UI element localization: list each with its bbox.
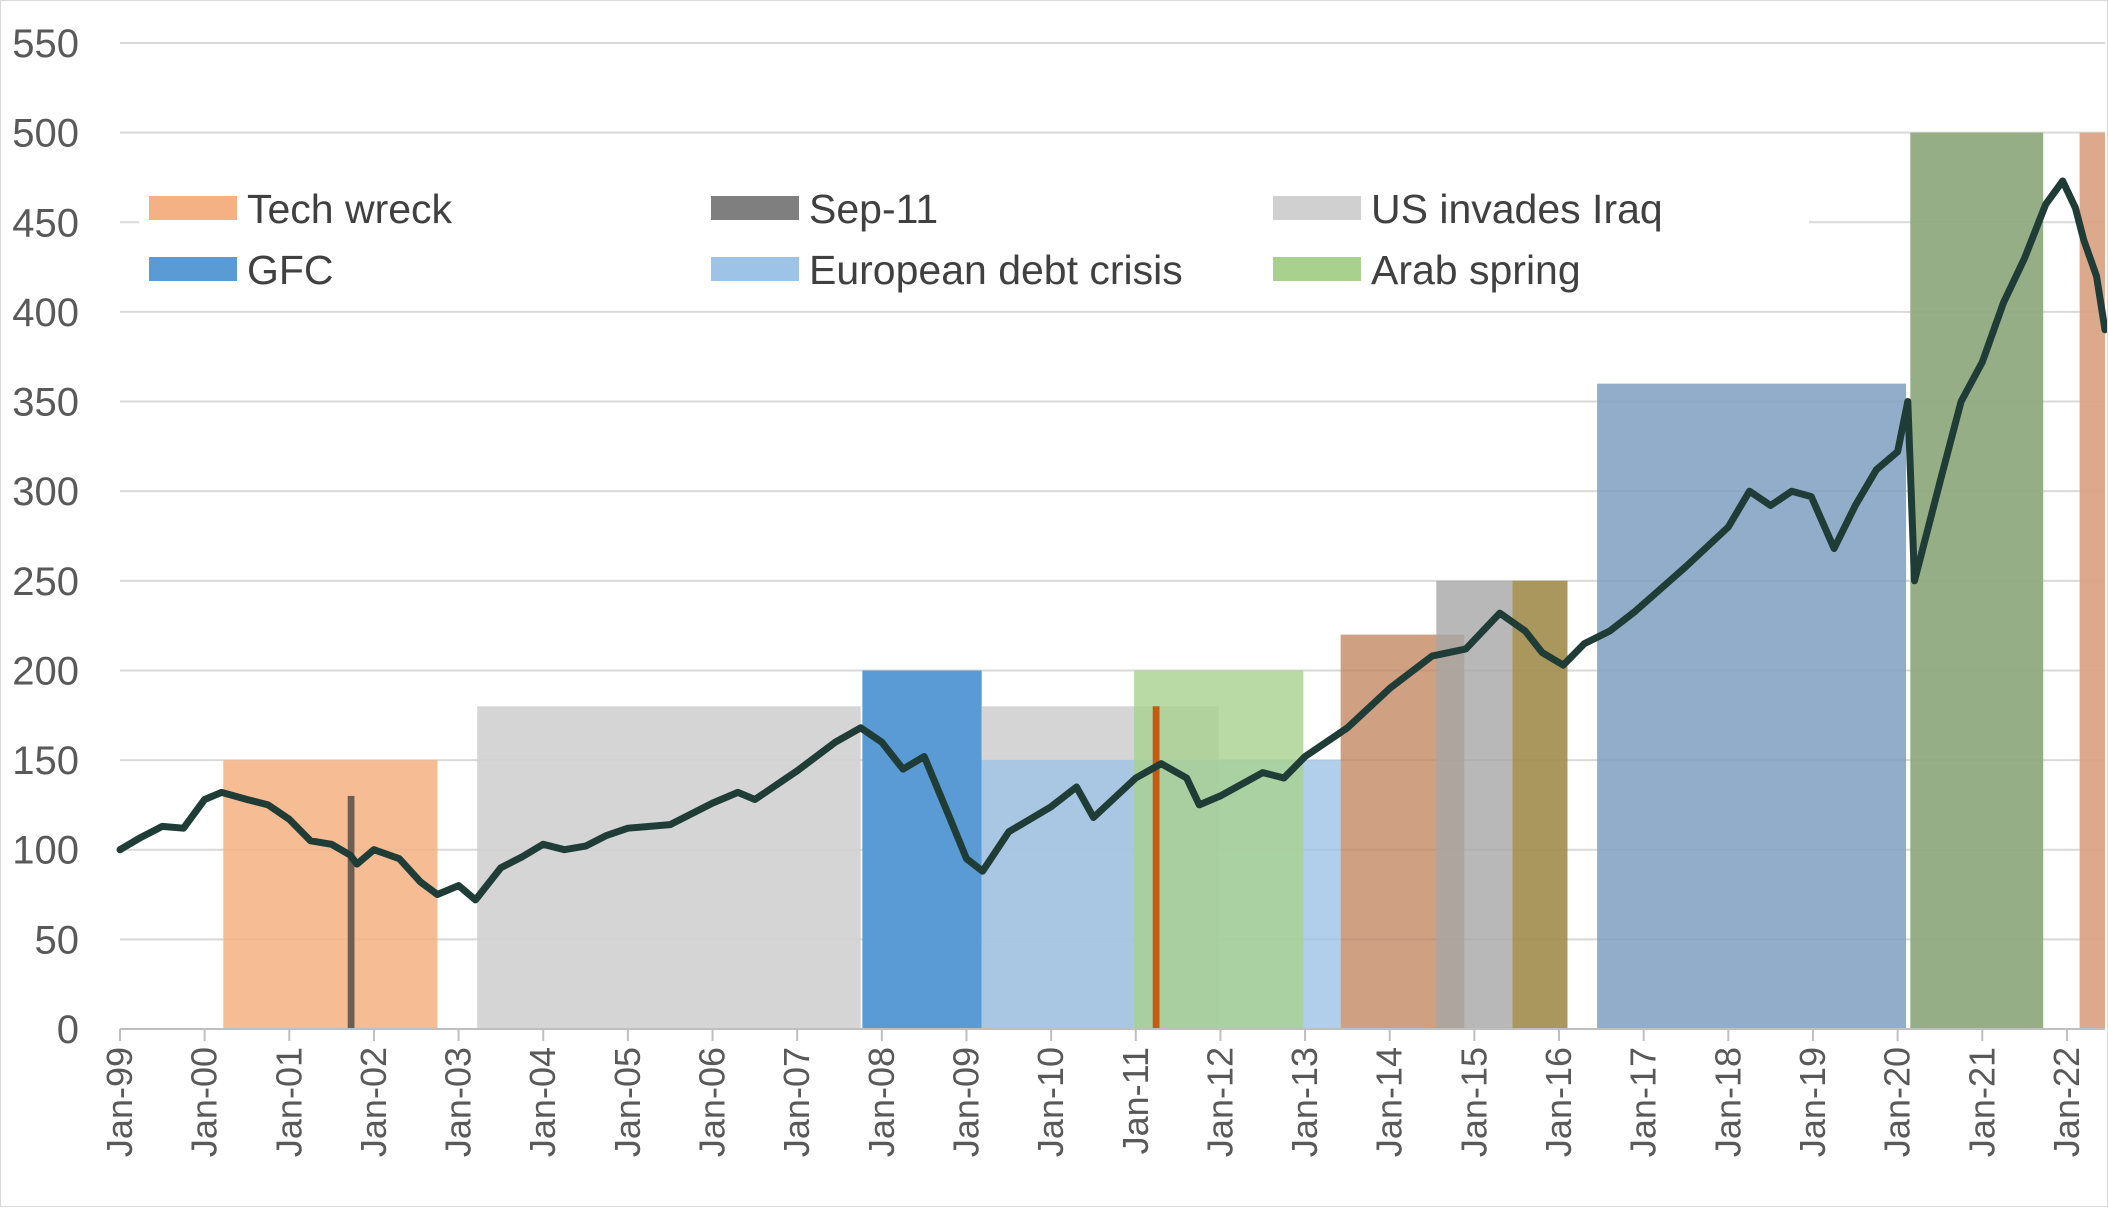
x-tick-label: Jan-03	[438, 1047, 479, 1157]
x-tick-label: Jan-10	[1030, 1047, 1071, 1157]
line-series	[116, 177, 2108, 904]
x-tick-label: Jan-05	[607, 1047, 648, 1157]
x-tick-label: Jan-14	[1369, 1047, 1410, 1157]
x-tick-label: Jan-99	[99, 1047, 140, 1157]
y-tick-label: 50	[35, 918, 80, 962]
x-tick-label: Jan-12	[1199, 1047, 1240, 1157]
legend-label: Arab spring	[1371, 247, 1581, 293]
x-tick-label: Jan-17	[1623, 1047, 1664, 1157]
legend-swatch	[149, 257, 237, 281]
event-band	[477, 706, 861, 1029]
x-tick-label: Jan-09	[945, 1047, 986, 1157]
event-band	[1134, 670, 1304, 1029]
series-line	[116, 177, 2108, 904]
y-tick-label: 550	[12, 22, 79, 66]
x-tick-label: Jan-04	[522, 1047, 563, 1157]
event-band	[1436, 580, 1513, 1029]
x-tick-label: Jan-16	[1538, 1047, 1579, 1157]
legend-swatch	[149, 196, 237, 220]
x-tick-label: Jan-20	[1877, 1047, 1918, 1157]
y-tick-label: 250	[12, 560, 79, 604]
legend-label: Tech wreck	[247, 186, 453, 232]
x-tick-label: Jan-08	[861, 1047, 902, 1157]
y-tick-label: 150	[12, 739, 79, 783]
x-tick-label: Jan-01	[268, 1047, 309, 1157]
x-tick-label: Jan-02	[353, 1047, 394, 1157]
x-tick-label: Jan-13	[1284, 1047, 1325, 1157]
x-tick-label: Jan-07	[776, 1047, 817, 1157]
event-band	[1512, 580, 1568, 1029]
y-tick-label: 450	[12, 201, 79, 245]
legend-label: US invades Iraq	[1371, 186, 1663, 232]
x-tick-label: Jan-15	[1453, 1047, 1494, 1157]
legend-swatch	[711, 196, 799, 220]
event-band	[1152, 706, 1160, 1029]
y-tick-label: 500	[12, 112, 79, 156]
x-tick-label: Jan-06	[692, 1047, 733, 1157]
event-band	[347, 795, 355, 1029]
x-axis-ticks: Jan-99 Jan-00 Jan-01 Jan-02 Jan-03 Jan-04 Jan-…	[99, 1029, 2087, 1157]
x-tick-label: Jan-22	[2046, 1047, 2087, 1157]
y-axis-ticks: 0 50 100 150 200 250 300 350 400 450 500 550	[12, 22, 79, 1052]
x-tick-label: Jan-11	[1115, 1047, 1156, 1154]
x-tick-label: Jan-19	[1792, 1047, 1833, 1157]
legend-swatch	[1273, 196, 1361, 220]
event-band	[1910, 132, 2044, 1030]
y-tick-label: 0	[57, 1008, 79, 1052]
legend-label: Sep-11	[809, 186, 938, 232]
y-tick-label: 100	[12, 829, 79, 873]
x-tick-label: Jan-00	[184, 1047, 225, 1157]
y-tick-label: 350	[12, 381, 79, 425]
x-tick-label: Jan-18	[1707, 1047, 1748, 1157]
legend-background	[139, 169, 1809, 299]
y-tick-label: 300	[12, 470, 79, 514]
legend-label: European debt crisis	[809, 247, 1183, 293]
y-tick-label: 200	[12, 649, 79, 693]
event-band	[1597, 383, 1907, 1030]
legend: Tech wreck Sep-11 US invades Iraq GFC Europe…	[139, 169, 1809, 299]
legend-swatch	[1273, 257, 1361, 281]
legend-swatch	[711, 257, 799, 281]
x-tick-label: Jan-21	[1961, 1047, 2002, 1157]
legend-label: GFC	[247, 247, 334, 293]
y-tick-label: 400	[12, 291, 79, 335]
